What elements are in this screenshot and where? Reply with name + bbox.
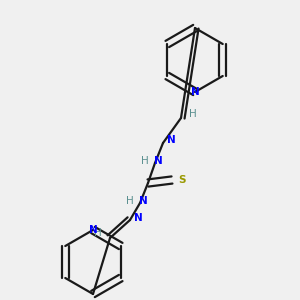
Text: N: N — [139, 196, 147, 206]
Text: N: N — [88, 225, 98, 235]
Text: N: N — [154, 156, 162, 166]
Text: H: H — [189, 109, 197, 119]
Text: S: S — [178, 175, 186, 185]
Text: N: N — [134, 213, 142, 223]
Text: N: N — [190, 87, 200, 97]
Text: N: N — [167, 135, 176, 145]
Text: H: H — [126, 196, 134, 206]
Text: H: H — [141, 156, 149, 166]
Text: H: H — [94, 228, 102, 238]
